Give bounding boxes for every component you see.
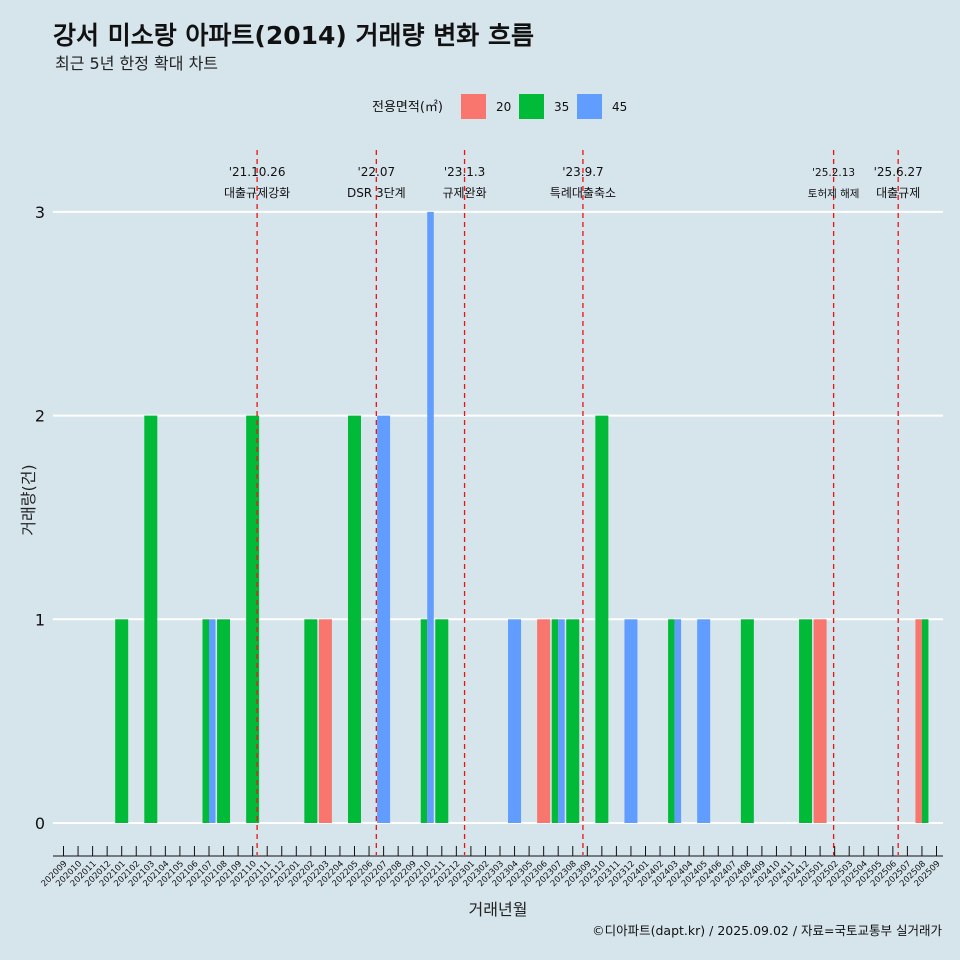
bar-202108-35 bbox=[217, 619, 231, 823]
bar-202205-35 bbox=[348, 415, 361, 823]
legend-label-45: 45 bbox=[612, 100, 627, 114]
y-tick-label: 3 bbox=[35, 203, 45, 222]
bar-202501-20 bbox=[813, 619, 827, 823]
bars bbox=[115, 211, 929, 823]
bar-202304-45 bbox=[508, 619, 522, 823]
event-date-label: '25.6.27 bbox=[874, 165, 923, 179]
bar-202110-35 bbox=[246, 415, 260, 823]
y-tick-label: 0 bbox=[35, 814, 45, 833]
bar-202306-20 bbox=[537, 619, 551, 823]
y-tick-label: 2 bbox=[35, 407, 45, 426]
bar-202403-35 bbox=[668, 619, 675, 823]
caption: ©디아파트(dapt.kr) / 2025.09.02 / 자료=국토교통부 실… bbox=[592, 923, 942, 938]
bar-202405-45 bbox=[697, 619, 711, 823]
event-name-label: 대출규제강화 bbox=[224, 186, 290, 200]
event-name-label: 규제완화 bbox=[442, 186, 486, 200]
legend-swatch-20 bbox=[461, 94, 486, 119]
event-name-label: 토허제 해제 bbox=[808, 187, 860, 200]
y-axis-title: 거래량(건) bbox=[19, 464, 38, 535]
legend-label-20: 20 bbox=[496, 100, 511, 114]
bar-202408-35 bbox=[740, 619, 754, 823]
bar-202310-35 bbox=[595, 415, 609, 823]
event-date-label: '21.10.26 bbox=[229, 165, 286, 179]
bar-202203-20 bbox=[318, 619, 332, 823]
bar-202508-20 bbox=[915, 619, 922, 823]
bar-202307-35 bbox=[551, 619, 559, 823]
bar-202307-45 bbox=[558, 619, 565, 823]
legend-label-35: 35 bbox=[554, 100, 569, 114]
gridlines bbox=[53, 210, 943, 824]
bar-202508-35 bbox=[921, 619, 929, 823]
bar-202210-45 bbox=[427, 211, 434, 823]
legend: 전용면적(㎡) 20 35 45 bbox=[372, 94, 627, 119]
bar-202202-35 bbox=[304, 619, 318, 823]
event-markers: '21.10.26 대출규제강화 '22.07 DSR 3단계 '23.1.3 규제완화 '… bbox=[224, 150, 923, 855]
bar-202412-35 bbox=[799, 619, 813, 823]
x-axis-title: 거래년월 bbox=[469, 900, 528, 919]
event-name-label: DSR 3단계 bbox=[347, 186, 406, 200]
bar-202103-35 bbox=[144, 415, 158, 823]
chart-subtitle: 최근 5년 한정 확대 차트 bbox=[55, 54, 218, 73]
bar-202107-45 bbox=[209, 619, 216, 823]
legend-title: 전용면적(㎡) bbox=[372, 100, 443, 115]
bar-202101-35 bbox=[115, 619, 129, 823]
legend-swatch-35 bbox=[519, 94, 544, 119]
event-date-label: '25.2.13 bbox=[812, 167, 855, 179]
bar-202210-35 bbox=[420, 619, 428, 823]
y-tick-label: 1 bbox=[35, 610, 45, 629]
y-tick-labels: 0 1 2 3 bbox=[35, 203, 45, 833]
bar-202107-35 bbox=[202, 619, 209, 823]
event-date-label: '23.1.3 bbox=[444, 165, 485, 179]
legend-swatch-45 bbox=[577, 94, 602, 119]
chart-title: 강서 미소랑 아파트(2014) 거래량 변화 흐름 bbox=[53, 21, 534, 50]
bar-202207-45 bbox=[377, 415, 391, 823]
bar-202211-35 bbox=[435, 619, 449, 823]
bar-202308-35 bbox=[566, 619, 580, 823]
event-date-label: '23.9.7 bbox=[562, 165, 603, 179]
bar-202312-45 bbox=[624, 619, 638, 823]
bar-202403-45 bbox=[674, 619, 682, 823]
event-name-label: 특례대출축소 bbox=[550, 186, 616, 200]
event-date-label: '22.07 bbox=[357, 165, 395, 179]
event-name-label: 대출규제 bbox=[876, 186, 920, 200]
